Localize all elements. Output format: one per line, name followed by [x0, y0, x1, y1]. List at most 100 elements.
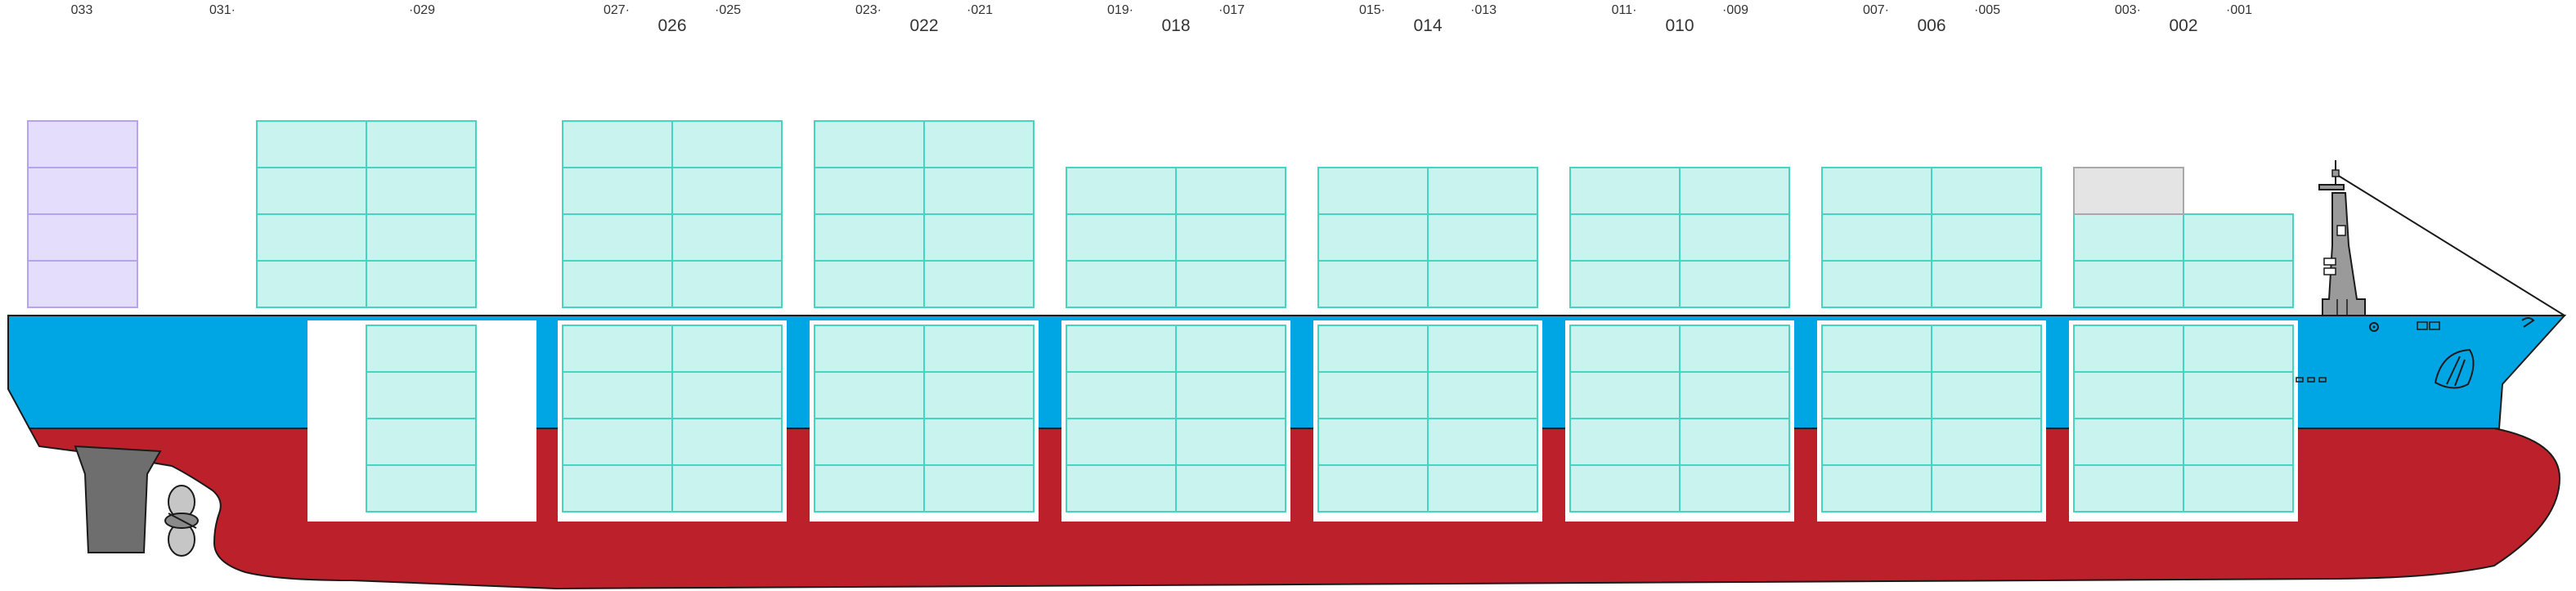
- hold-container: [2183, 418, 2294, 466]
- bay-label: 014: [1413, 16, 1443, 35]
- deck-container: [1066, 260, 1177, 308]
- bay-label: 006: [1917, 16, 1946, 35]
- deck-container: [1931, 167, 2042, 215]
- deck-container: [1317, 213, 1429, 262]
- deck-container: [1679, 260, 1790, 308]
- deck-container: [1427, 260, 1538, 308]
- hold-container: [923, 371, 1034, 419]
- hold-container: [1679, 371, 1790, 419]
- deck-container: [256, 213, 367, 262]
- deck-container: [256, 120, 367, 168]
- deck-container: [1931, 260, 2042, 308]
- bay-label: 002: [2169, 16, 2198, 35]
- deck-container: [366, 260, 477, 308]
- hold-container: [1821, 418, 1932, 466]
- deck-container: [671, 260, 783, 308]
- bay-label: 003·: [2114, 3, 2142, 17]
- deck-container: [256, 260, 367, 308]
- bay-label: ·001: [2225, 3, 2253, 17]
- bay-label: ·013: [1470, 3, 1497, 17]
- hold-container: [1931, 418, 2042, 466]
- deck-container: [1427, 213, 1538, 262]
- hold-container: [1679, 418, 1790, 466]
- hold-container: [1679, 325, 1790, 373]
- bay-label: 015·: [1358, 3, 1386, 17]
- deck-container: [562, 213, 673, 262]
- hold-container: [814, 464, 925, 513]
- hold-container: [1066, 418, 1177, 466]
- deck-container: [814, 213, 925, 262]
- deck-container: [562, 120, 673, 168]
- hold-container: [671, 325, 783, 373]
- deck-container: [1569, 213, 1681, 262]
- hold-container: [923, 464, 1034, 513]
- hold-container: [562, 418, 673, 466]
- deck-container: [1175, 213, 1286, 262]
- bay-label: 027·: [603, 3, 631, 17]
- hold-container: [1175, 325, 1286, 373]
- bow-step-line: [2498, 383, 2503, 429]
- hold-container: [671, 464, 783, 513]
- deck-container: [1569, 260, 1681, 308]
- deck-container: [256, 167, 367, 215]
- hold-container: [923, 418, 1034, 466]
- hold-container: [1175, 371, 1286, 419]
- bay-label: 019·: [1106, 3, 1134, 17]
- hold-container: [562, 325, 673, 373]
- hold-container: [1317, 464, 1429, 513]
- hold-container: [814, 371, 925, 419]
- deck-container: [366, 120, 477, 168]
- deck-container: [923, 120, 1034, 168]
- deck-container: [1317, 167, 1429, 215]
- hold-container: [1931, 371, 2042, 419]
- deck-container: [27, 260, 138, 308]
- hold-container: [1427, 418, 1538, 466]
- bay-label: 031·: [209, 3, 236, 17]
- hold-container: [671, 371, 783, 419]
- hold-container: [562, 464, 673, 513]
- deck-container: [671, 167, 783, 215]
- deck-container: [1931, 213, 2042, 262]
- deck-container: [1679, 213, 1790, 262]
- deck-container: [1066, 213, 1177, 262]
- deck-container: [562, 260, 673, 308]
- deck-container: [1175, 260, 1286, 308]
- hold-container: [2073, 371, 2184, 419]
- hold-container: [1931, 464, 2042, 513]
- hold-container: [1175, 418, 1286, 466]
- hold-container: [562, 371, 673, 419]
- hold-container: [1679, 464, 1790, 513]
- hold-container: [1317, 418, 1429, 466]
- bay-label: 011·: [1611, 3, 1637, 17]
- bay-label: ·029: [408, 3, 436, 17]
- bay-label: ·005: [1973, 3, 2001, 17]
- hold-container: [1569, 371, 1681, 419]
- deck-container: [27, 167, 138, 215]
- deck-container: [2073, 260, 2184, 308]
- deck-container: [814, 260, 925, 308]
- deck-container: [1821, 213, 1932, 262]
- hold-container: [1821, 464, 1932, 513]
- hold-container: [1821, 371, 1932, 419]
- bay-label-row: 033 031· ·029 027· 026 ·025 023· 022 ·021 019· 018…: [0, 0, 2576, 49]
- mast: [2318, 160, 2565, 316]
- deck-container: [27, 213, 138, 262]
- hold-container: [1175, 464, 1286, 513]
- hold-container: [1066, 371, 1177, 419]
- hold-container: [1427, 325, 1538, 373]
- deck-container: [1569, 167, 1681, 215]
- deck-container: [1821, 167, 1932, 215]
- hold-container: [2183, 371, 2294, 419]
- hold-container: [366, 418, 477, 466]
- bow-markings: [2296, 317, 2535, 383]
- deck-container: [27, 120, 138, 168]
- hold-container: [1066, 464, 1177, 513]
- deck-container: [1317, 260, 1429, 308]
- hold-container: [366, 464, 477, 513]
- deck-container: [923, 260, 1034, 308]
- hold-container: [671, 418, 783, 466]
- hold-container: [366, 371, 477, 419]
- hold-container: [1427, 464, 1538, 513]
